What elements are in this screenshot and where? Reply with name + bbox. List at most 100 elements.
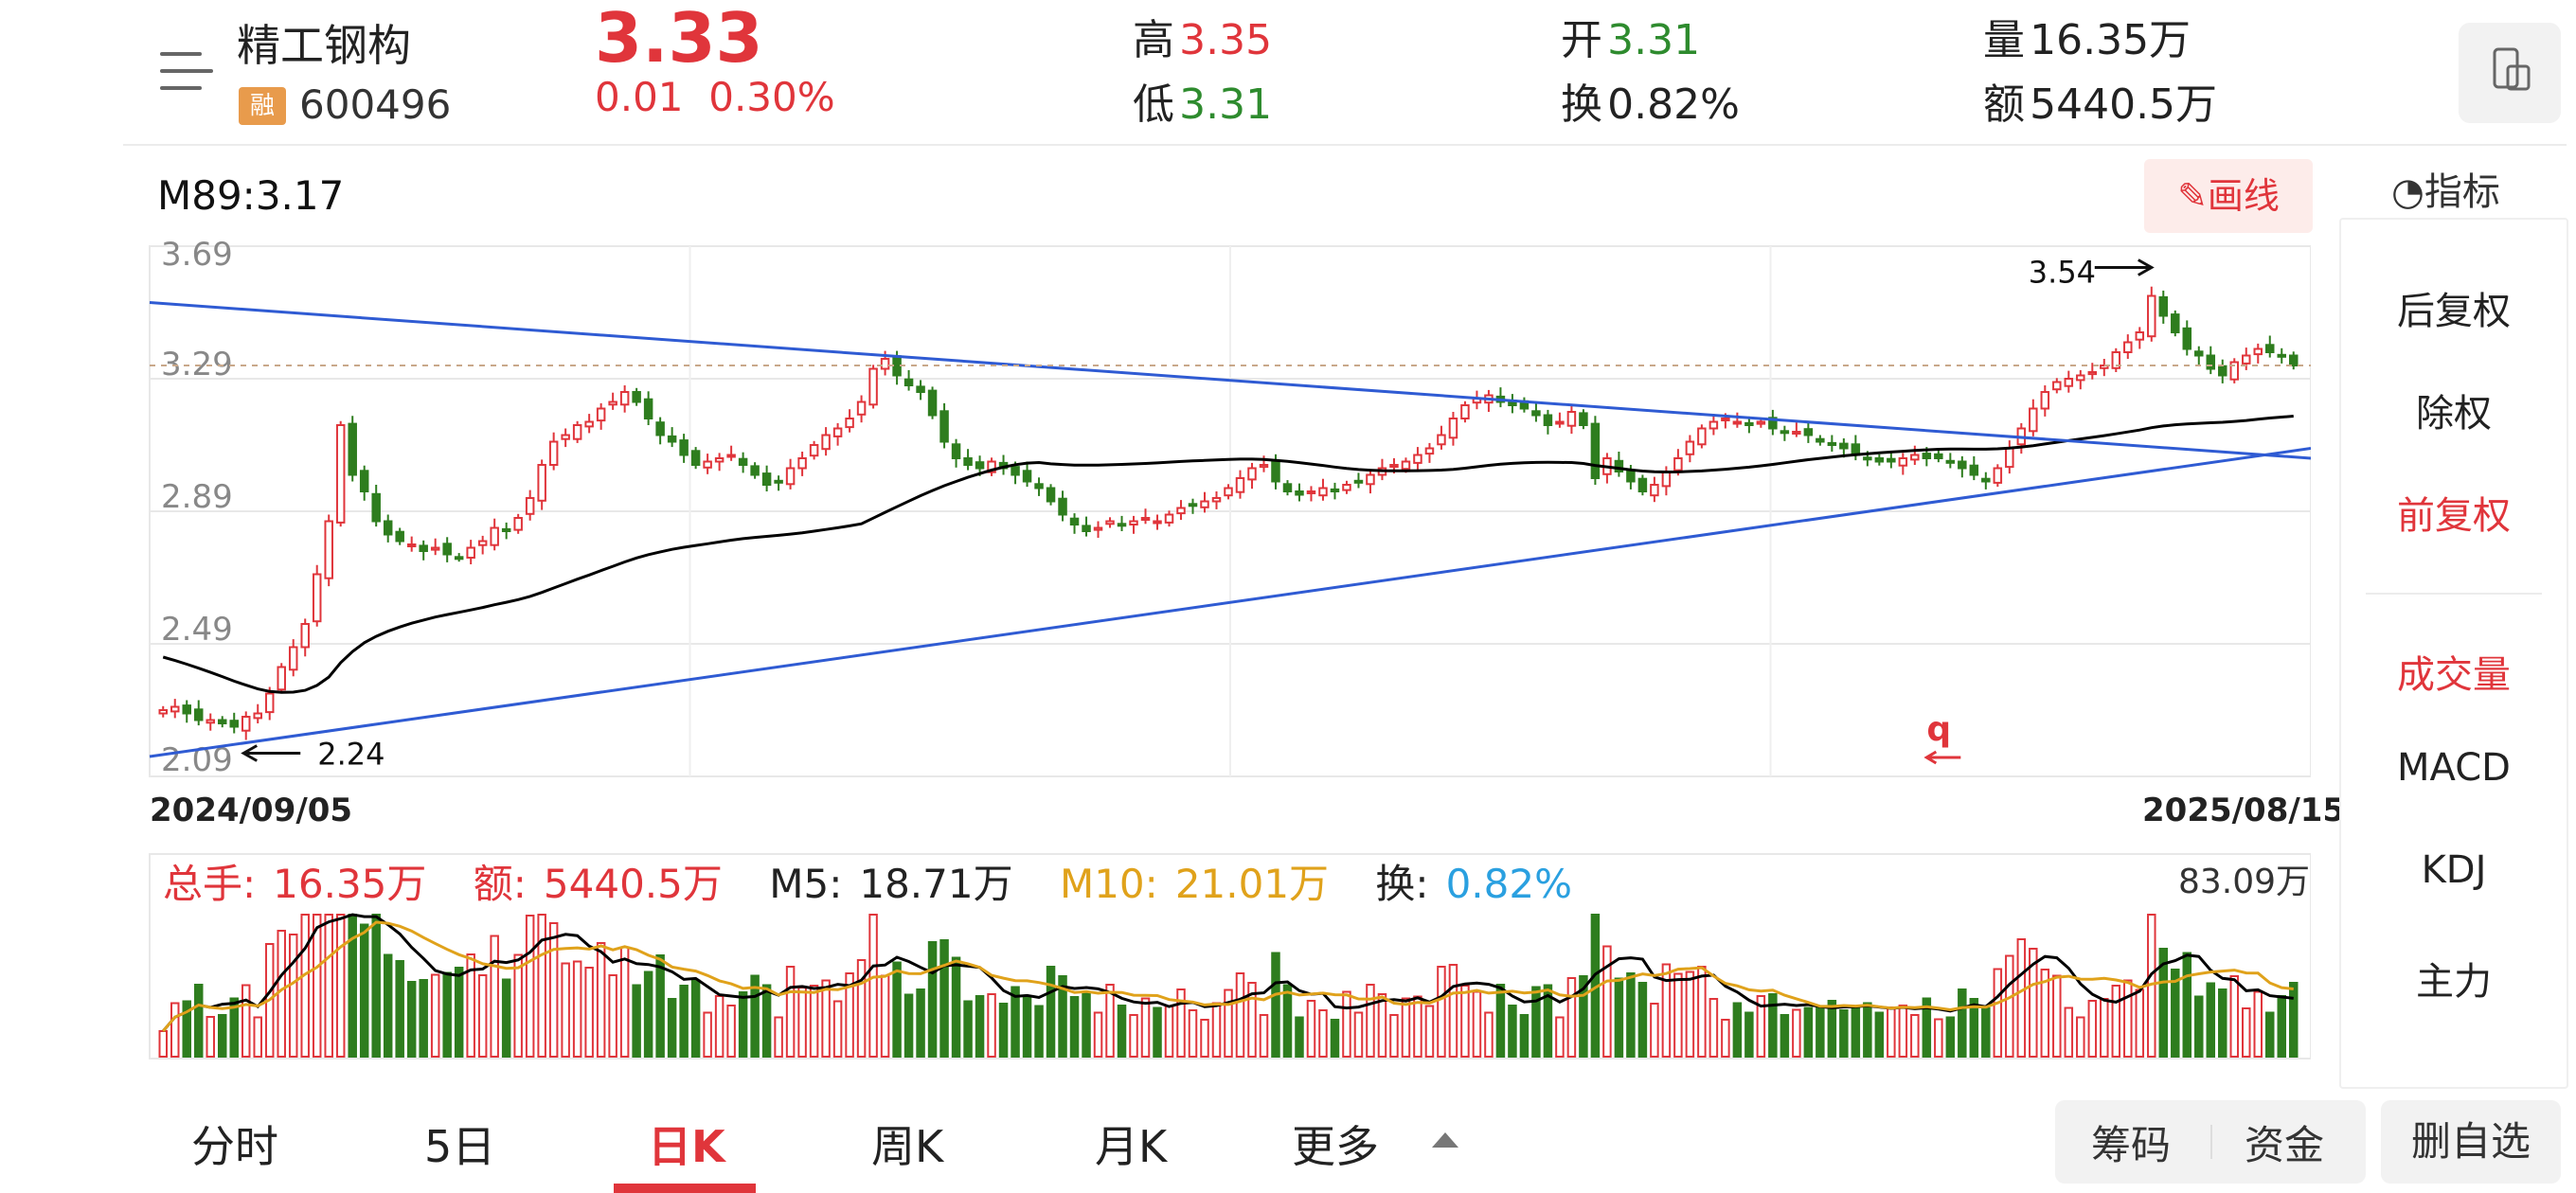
gauge-icon: ◔: [2391, 170, 2424, 214]
volume-bar: [1673, 972, 1683, 1058]
volume-bar: [2100, 998, 2109, 1058]
y-tick-label: 2.89: [161, 478, 233, 516]
candle-body: [1969, 464, 1979, 476]
candle-body: [655, 421, 665, 436]
menu-icon[interactable]: [156, 43, 213, 99]
fund-button[interactable]: 资金: [2245, 1122, 2325, 1168]
candle-body: [477, 540, 488, 546]
candle-body: [1981, 477, 1991, 483]
candle-body: [1413, 454, 1422, 464]
indicator-menu[interactable]: ◔指标: [2391, 161, 2500, 216]
tab-monthly-k[interactable]: 月K: [1095, 1121, 1168, 1172]
candle-body: [1792, 431, 1801, 435]
ex-right-option[interactable]: 除权: [2416, 392, 2492, 436]
volume-bar: [1827, 1000, 1837, 1058]
amount-value: 5440.5万: [2030, 80, 2218, 129]
volume-bar: [832, 1000, 843, 1058]
candle-body: [2158, 295, 2169, 317]
candle-body: [1366, 473, 1375, 486]
volume-bar: [916, 988, 925, 1058]
volume-bar: [1247, 982, 1257, 1058]
volume-bar: [537, 914, 546, 1058]
candle-body: [1673, 457, 1683, 472]
quote-turnover: 换 0.82%: [1561, 70, 1740, 131]
chip-button[interactable]: 筹码: [2091, 1122, 2172, 1168]
volume-bar: [1330, 1019, 1340, 1058]
candle-body: [1211, 497, 1222, 503]
amount-label: 额: [1983, 80, 2025, 129]
volume-bar: [1508, 1005, 1517, 1058]
volume-label: 量: [1983, 16, 2025, 64]
pre-adjust-option[interactable]: 前复权: [2397, 494, 2511, 538]
volume-bar: [1082, 990, 1091, 1058]
main-force-option[interactable]: 主力: [2416, 960, 2492, 1004]
candle-body: [880, 358, 890, 370]
candle-body: [170, 705, 180, 713]
volume-bar: [1295, 1016, 1304, 1058]
volume-bar: [1780, 1014, 1790, 1058]
candle-body: [892, 355, 902, 377]
volume-bar: [903, 993, 914, 1058]
candle-body: [690, 450, 701, 467]
volume-bar: [632, 984, 641, 1058]
volume-bar: [1153, 1006, 1162, 1058]
volume-bar: [1353, 1011, 1364, 1058]
candle-body: [1626, 471, 1636, 483]
candle-body: [335, 424, 346, 524]
macd-option[interactable]: MACD: [2397, 746, 2511, 790]
candle-body: [2253, 347, 2263, 356]
volume-bar: [1495, 984, 1506, 1058]
volume-bar: [797, 987, 807, 1058]
tab-daily-k[interactable]: 日K: [648, 1121, 725, 1172]
kline-chart[interactable]: 3.693.292.892.492.09 3.542.24q: [142, 227, 2311, 795]
candle-body: [761, 472, 772, 487]
volume-bar: [1626, 972, 1636, 1058]
quote-volume: 量 16.35万: [1983, 6, 2191, 66]
quote-high: 高 3.35: [1133, 6, 1272, 66]
candle-body: [1306, 490, 1316, 494]
volume-bar: [2229, 975, 2240, 1058]
post-adjust-option[interactable]: 后复权: [2397, 290, 2511, 333]
candle-body: [584, 420, 594, 428]
volume-bar: [1650, 1003, 1659, 1058]
arrow-right-icon: [2094, 258, 2155, 276]
volume-bar: [1117, 1005, 1127, 1058]
volume-bar: [1271, 952, 1280, 1058]
device-switch-button[interactable]: [2459, 23, 2561, 123]
tab-5day[interactable]: 5日: [424, 1121, 496, 1172]
candle-body: [2005, 447, 2014, 469]
candle-body: [1011, 466, 1020, 476]
volume-bar: [845, 972, 854, 1058]
draw-line-button[interactable]: ✎画线: [2144, 159, 2313, 233]
caret-up-icon[interactable]: [1432, 1132, 1458, 1148]
volume-bar: [2218, 988, 2227, 1058]
tab-weekly-k[interactable]: 周K: [871, 1121, 944, 1172]
quote-amount: 额 5440.5万: [1983, 70, 2217, 131]
kdj-option[interactable]: KDJ: [2421, 848, 2487, 892]
volume-bar: [1981, 1007, 1991, 1058]
candle-body: [1780, 430, 1790, 435]
volume-indicator-option[interactable]: 成交量: [2397, 653, 2511, 697]
volume-bar: [643, 970, 653, 1058]
volume-bar: [1389, 1014, 1399, 1058]
volume-bar: [880, 974, 890, 1058]
volume-bar: [572, 960, 582, 1058]
volume-bar: [383, 953, 393, 1058]
stock-name: 精工钢构: [237, 20, 411, 71]
low-annotation: 2.24: [317, 737, 385, 773]
volume-bar: [1176, 988, 1186, 1058]
tab-intraday[interactable]: 分时: [191, 1121, 278, 1172]
volume-bar: [2158, 948, 2169, 1058]
candle-body: [1685, 440, 1695, 455]
volume-bar: [419, 979, 428, 1058]
volume-bar: [1685, 970, 1695, 1058]
pencil-icon: ✎: [2177, 175, 2208, 217]
candle-body: [1922, 453, 1932, 460]
volume-bar: [2040, 969, 2050, 1058]
remove-watchlist-button[interactable]: 删自选: [2381, 1100, 2561, 1184]
tab-more[interactable]: 更多: [1292, 1121, 1379, 1172]
volume-bar: [1140, 997, 1151, 1058]
candle-body: [1803, 428, 1814, 436]
change-value: 0.01: [595, 74, 684, 120]
volume-chart[interactable]: [142, 852, 2311, 1060]
